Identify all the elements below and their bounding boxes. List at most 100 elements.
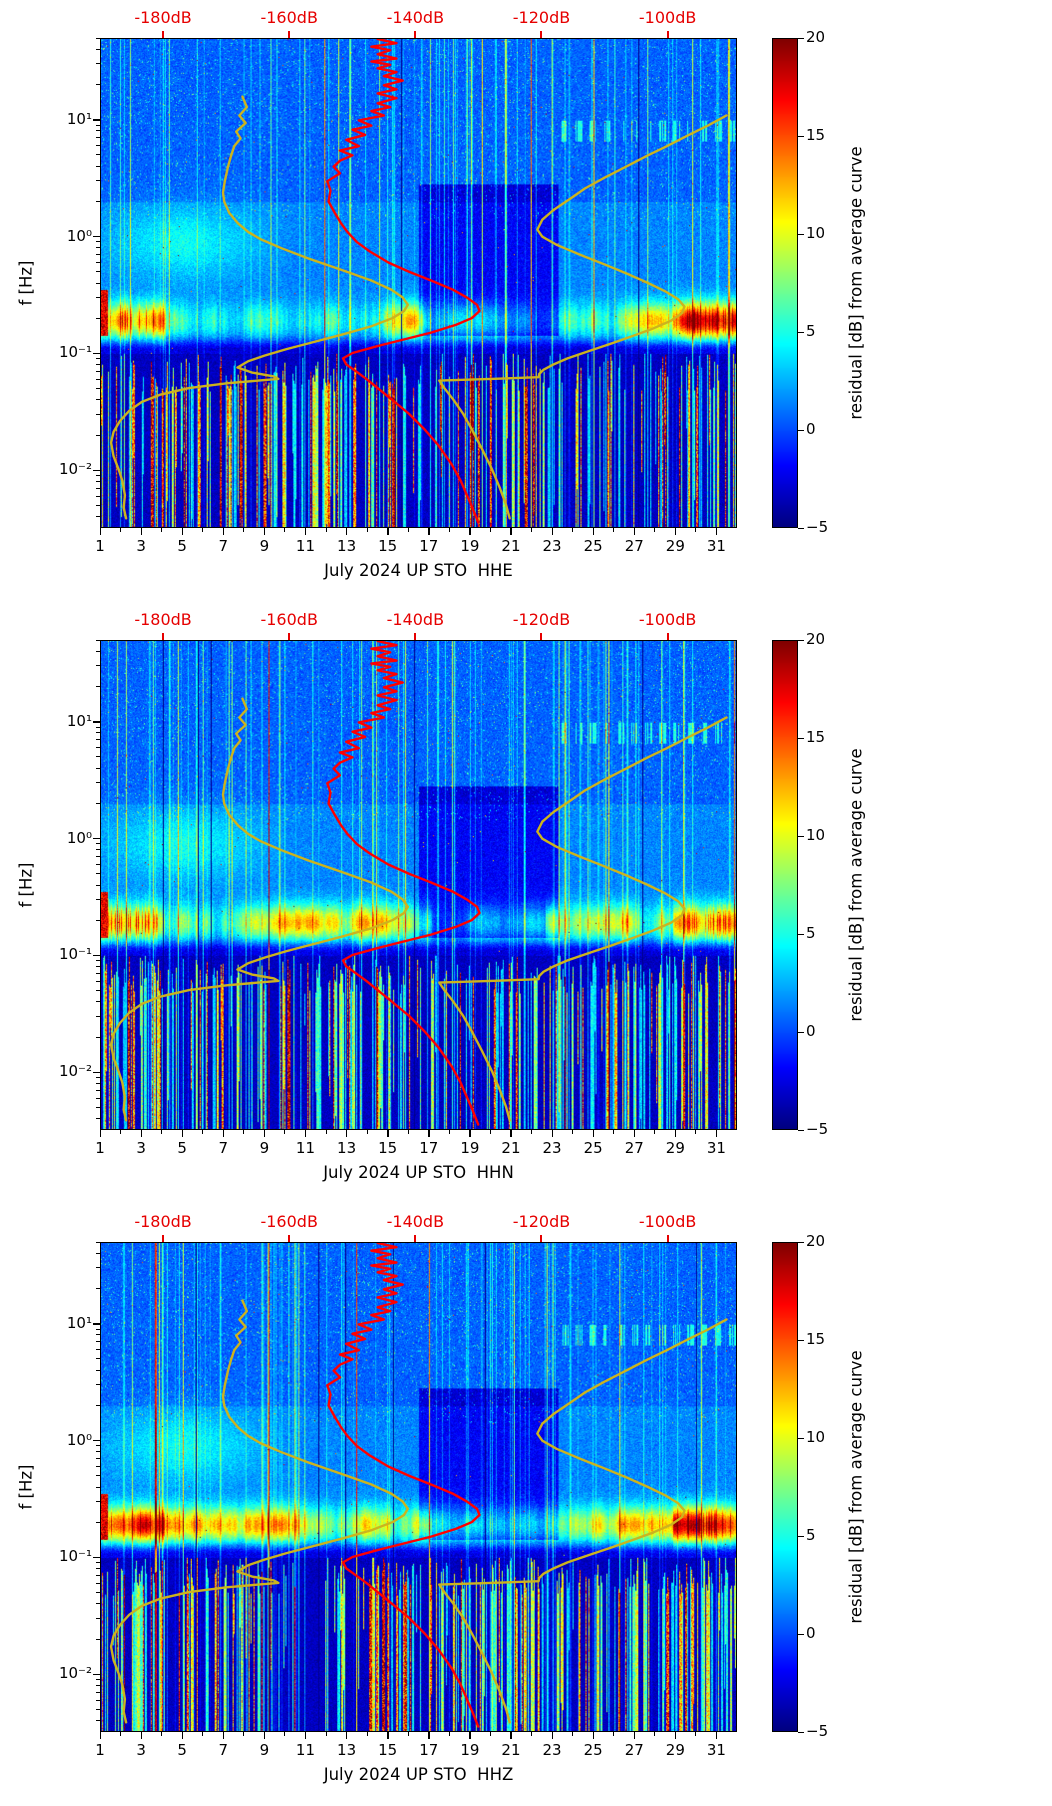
x-tick-label: 29 bbox=[665, 1139, 685, 1157]
y-tick-label: 10⁰ bbox=[66, 226, 92, 245]
y-tick-label: 10¹ bbox=[66, 109, 92, 128]
x-tick-label: 5 bbox=[177, 537, 187, 555]
noise-model-curves bbox=[109, 641, 728, 1126]
low-noise-model-curve bbox=[109, 1299, 410, 1724]
x-minor-tick bbox=[448, 528, 450, 532]
x-minor-tick bbox=[161, 1732, 163, 1736]
y-tick-label: 10⁰ bbox=[66, 1430, 92, 1449]
x-minor-tick bbox=[325, 1732, 327, 1736]
x-minor-tick bbox=[366, 1130, 368, 1134]
colorbar bbox=[772, 1242, 798, 1732]
colorbar-tick bbox=[798, 233, 804, 235]
station-median-psd-curve bbox=[326, 39, 481, 524]
colorbar-tick bbox=[798, 1031, 804, 1033]
colorbar-tick bbox=[798, 135, 804, 137]
x-minor-tick bbox=[284, 1130, 286, 1134]
spectrogram-panel-hhe: f [Hz] 1 3 5 7 9 11 13 15 17 19 21 23 25 27 29 31 10¹ 10⁰… bbox=[0, 0, 1052, 602]
colorbar-tick-label: 0 bbox=[806, 1022, 816, 1040]
x-tick-label: 5 bbox=[177, 1741, 187, 1759]
colorbar-tick-label: 10 bbox=[806, 826, 826, 844]
x-major-tick bbox=[633, 1732, 636, 1739]
x-tick-label: 3 bbox=[136, 1139, 146, 1157]
colorbar-label: residual [dB] from average curve bbox=[846, 1350, 866, 1624]
db-tick bbox=[288, 633, 291, 640]
high-noise-model-curve bbox=[438, 716, 728, 1122]
y-major-tick bbox=[93, 469, 100, 472]
noise-model-curves bbox=[109, 1243, 728, 1728]
x-tick-label: 25 bbox=[583, 537, 603, 555]
colorbar-tick bbox=[798, 933, 804, 935]
db-tick-label: -100dB bbox=[638, 610, 697, 629]
spectrogram-plot bbox=[100, 640, 737, 1130]
x-major-tick bbox=[304, 1130, 307, 1137]
db-tick bbox=[162, 1235, 165, 1242]
x-tick-label: 31 bbox=[706, 1139, 726, 1157]
panel-title: July 2024 UP STO HHN bbox=[323, 1163, 514, 1182]
spectrogram-image bbox=[101, 641, 736, 1129]
x-minor-tick bbox=[120, 528, 122, 532]
x-minor-tick bbox=[366, 1732, 368, 1736]
x-major-tick bbox=[428, 1732, 430, 1739]
colorbar-tick-label: 15 bbox=[806, 728, 826, 746]
colorbar-tick bbox=[798, 1339, 804, 1341]
x-tick-label: 31 bbox=[706, 537, 726, 555]
x-minor-tick bbox=[613, 1732, 615, 1736]
y-major-tick bbox=[93, 1440, 100, 1442]
x-tick-label: 27 bbox=[624, 1741, 644, 1759]
x-tick-label: 29 bbox=[665, 1741, 685, 1759]
x-minor-tick bbox=[654, 528, 656, 532]
x-major-tick bbox=[387, 1732, 389, 1739]
x-tick-label: 11 bbox=[295, 1741, 316, 1759]
x-minor-tick bbox=[489, 1130, 491, 1134]
x-tick-label: 7 bbox=[218, 1139, 229, 1157]
x-minor-tick bbox=[407, 1732, 409, 1736]
y-major-tick bbox=[93, 1071, 100, 1074]
colorbar-tick-label: 5 bbox=[806, 924, 816, 942]
x-major-tick bbox=[715, 1130, 718, 1137]
x-major-tick bbox=[387, 528, 389, 535]
db-tick bbox=[288, 31, 291, 38]
spectrogram-image bbox=[101, 39, 736, 527]
x-tick-label: 3 bbox=[136, 537, 146, 555]
x-major-tick bbox=[263, 1130, 266, 1137]
x-tick-label: 19 bbox=[460, 537, 480, 555]
panel-title: July 2024 UP STO HHZ bbox=[323, 1765, 514, 1784]
colorbar-tick-label: 5 bbox=[806, 322, 816, 340]
y-tick-label: 10⁻² bbox=[58, 1062, 92, 1081]
x-tick-label: 19 bbox=[460, 1139, 480, 1157]
freq-axis-label: f [Hz] bbox=[16, 1464, 36, 1510]
x-major-tick bbox=[510, 1732, 512, 1739]
x-major-tick bbox=[346, 528, 348, 535]
y-major-tick bbox=[93, 838, 100, 840]
x-minor-tick bbox=[120, 1732, 122, 1736]
colorbar-tick-label: 20 bbox=[806, 1232, 826, 1250]
colorbar bbox=[772, 640, 798, 1130]
x-tick-label: 3 bbox=[136, 1741, 146, 1759]
high-noise-model-curve bbox=[438, 1318, 728, 1724]
x-tick-label: 15 bbox=[378, 1139, 398, 1157]
db-tick bbox=[666, 31, 669, 38]
x-tick-label: 25 bbox=[583, 1139, 603, 1157]
colorbar-tick bbox=[798, 737, 804, 739]
low-noise-model-curve bbox=[109, 95, 410, 520]
noise-model-curves bbox=[109, 39, 728, 524]
y-major-tick bbox=[93, 721, 100, 723]
x-major-tick bbox=[428, 1130, 430, 1137]
x-tick-label: 7 bbox=[218, 1741, 229, 1759]
x-minor-tick bbox=[489, 1732, 491, 1736]
y-tick-label: 10⁻² bbox=[58, 460, 92, 479]
x-major-tick bbox=[304, 1732, 307, 1739]
x-tick-label: 19 bbox=[460, 1741, 480, 1759]
colorbar-tick-label: 0 bbox=[806, 420, 816, 438]
y-tick-label: 10⁰ bbox=[66, 828, 92, 847]
x-tick-label: 25 bbox=[583, 1741, 603, 1759]
colorbar-label: residual [dB] from average curve bbox=[846, 146, 866, 420]
x-tick-label: 5 bbox=[177, 1139, 187, 1157]
colorbar-tick-label: 15 bbox=[806, 1330, 826, 1348]
spectrogram-image bbox=[101, 1243, 736, 1731]
x-major-tick bbox=[592, 1130, 595, 1137]
y-major-tick bbox=[93, 119, 100, 121]
x-minor-tick bbox=[695, 1130, 697, 1134]
x-minor-tick bbox=[654, 1130, 656, 1134]
